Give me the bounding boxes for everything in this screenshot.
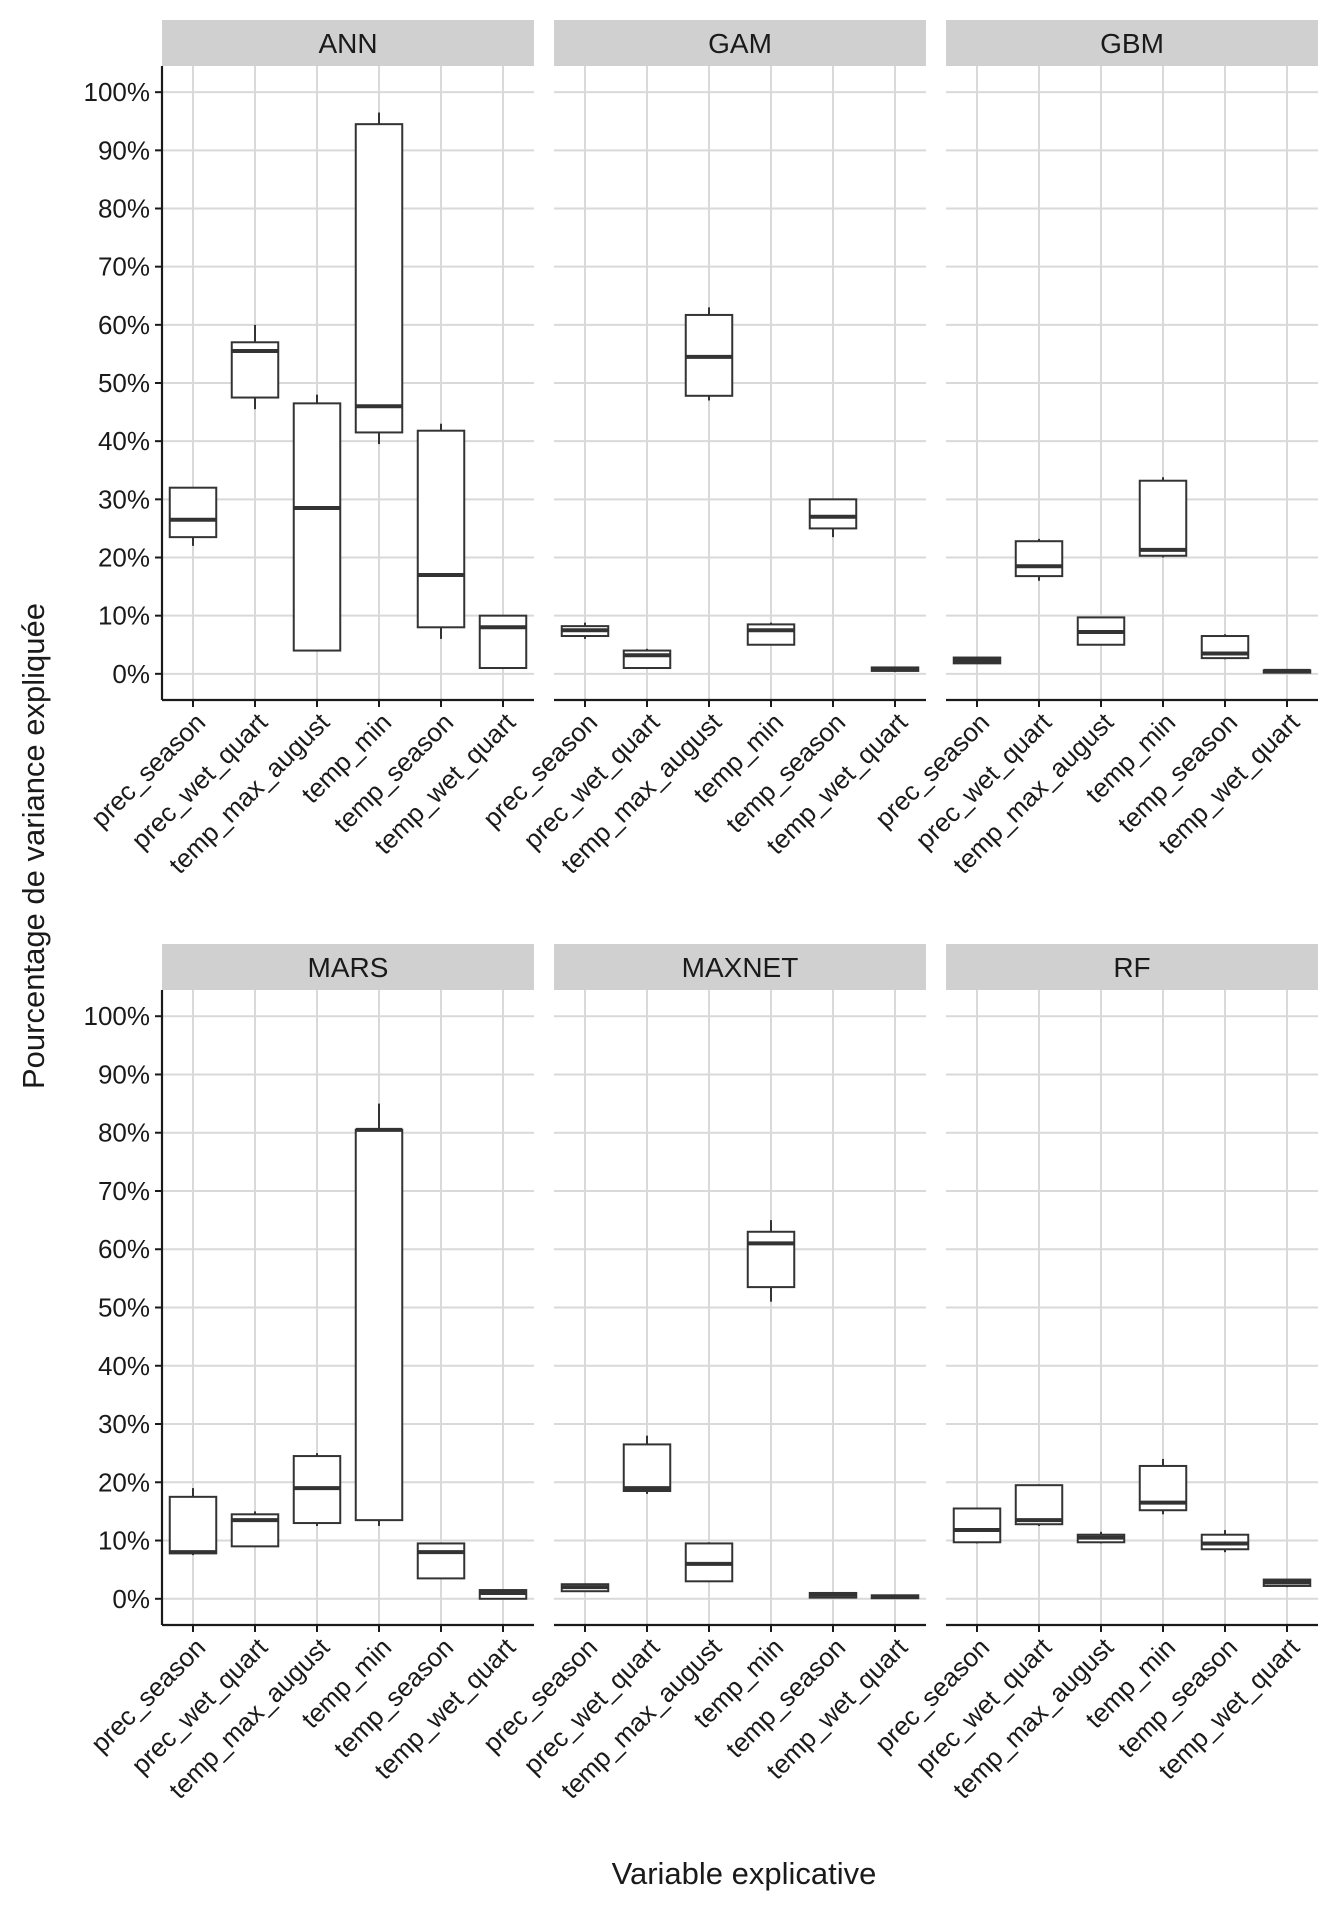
box-iqr xyxy=(622,649,672,670)
facet-strip xyxy=(946,944,1318,990)
facet-strip xyxy=(946,20,1318,66)
panels-layer: ANN0%10%20%30%40%50%60%70%80%90%100%prec… xyxy=(84,20,1318,1804)
box-temp-max-august xyxy=(684,307,734,401)
y-tick-label: 30% xyxy=(98,1409,150,1439)
y-tick-label: 80% xyxy=(98,1118,150,1148)
box-prec-season xyxy=(168,486,218,546)
box-prec-wet-quart xyxy=(1014,538,1064,581)
box-temp-season xyxy=(808,1591,858,1599)
y-tick-label: 10% xyxy=(98,601,150,631)
x-axis-title: Variable explicative xyxy=(612,1856,877,1891)
box-iqr xyxy=(168,486,218,539)
box-temp-max-august xyxy=(292,1453,342,1526)
box-temp-min xyxy=(1138,1458,1188,1515)
box-iqr xyxy=(416,429,466,629)
facet-strip xyxy=(554,20,926,66)
y-tick-label: 50% xyxy=(98,1293,150,1323)
box-temp-max-august xyxy=(292,394,342,652)
box-iqr xyxy=(622,1443,672,1493)
y-tick-label: 0% xyxy=(112,1584,150,1614)
box-prec-season xyxy=(560,622,610,639)
box-prec-season xyxy=(952,656,1002,665)
y-tick-label: 100% xyxy=(84,77,151,107)
box-iqr xyxy=(746,623,796,646)
box-temp-min xyxy=(1138,477,1188,558)
box-temp-wet-quart xyxy=(870,666,920,673)
y-axis-title: Pourcentage de variance expliquée xyxy=(16,603,51,1089)
y-tick-label: 90% xyxy=(98,135,150,165)
box-iqr xyxy=(354,123,404,434)
box-temp-season xyxy=(416,1542,466,1580)
box-iqr xyxy=(168,1495,218,1555)
box-iqr xyxy=(808,498,858,530)
facet-strip-label: RF xyxy=(1113,952,1150,983)
facet-strip xyxy=(554,944,926,990)
box-temp-season xyxy=(808,498,858,538)
facet-strip-label: ANN xyxy=(318,28,377,59)
box-prec-wet-quart xyxy=(622,1435,672,1494)
box-prec-wet-quart xyxy=(230,1511,280,1548)
y-tick-label: 90% xyxy=(98,1059,150,1089)
box-iqr xyxy=(1014,540,1064,578)
box-prec-wet-quart xyxy=(1014,1484,1064,1526)
box-prec-season xyxy=(560,1583,610,1593)
box-prec-season xyxy=(952,1507,1002,1544)
y-tick-label: 20% xyxy=(98,542,150,572)
y-tick-label: 70% xyxy=(98,1176,150,1206)
box-prec-wet-quart xyxy=(230,324,280,410)
panel-rf: RFprec_seasonprec_wet_quarttemp_max_augu… xyxy=(869,944,1318,1804)
y-tick-label: 10% xyxy=(98,1526,150,1556)
box-temp-season xyxy=(1200,1530,1250,1553)
y-tick-label: 80% xyxy=(98,194,150,224)
y-tick-label: 20% xyxy=(98,1467,150,1497)
y-tick-label: 70% xyxy=(98,252,150,282)
y-tick-label: 40% xyxy=(98,1351,150,1381)
box-temp-min xyxy=(354,112,404,445)
facet-strip xyxy=(162,20,534,66)
box-iqr xyxy=(416,1542,466,1580)
y-tick-label: 50% xyxy=(98,368,150,398)
box-iqr xyxy=(1014,1484,1064,1526)
facet-strip xyxy=(162,944,534,990)
box-temp-wet-quart xyxy=(870,1594,920,1600)
box-temp-wet-quart xyxy=(1262,668,1312,674)
box-prec-season xyxy=(168,1488,218,1556)
y-tick-label: 40% xyxy=(98,426,150,456)
box-iqr xyxy=(952,1507,1002,1544)
box-temp-min xyxy=(746,622,796,646)
box-temp-wet-quart xyxy=(478,614,528,670)
box-iqr xyxy=(354,1128,404,1522)
box-temp-min xyxy=(746,1220,796,1302)
box-iqr xyxy=(478,614,528,670)
box-temp-min xyxy=(354,1103,404,1526)
box-temp-wet-quart xyxy=(478,1589,528,1600)
y-tick-label: 60% xyxy=(98,310,150,340)
box-temp-season xyxy=(1200,634,1250,660)
facet-strip-label: GAM xyxy=(708,28,772,59)
box-temp-season xyxy=(416,423,466,639)
y-tick-label: 100% xyxy=(84,1001,151,1031)
box-temp-max-august xyxy=(1076,616,1126,646)
box-iqr xyxy=(292,402,342,652)
box-iqr xyxy=(1138,479,1188,557)
y-tick-label: 0% xyxy=(112,659,150,689)
box-iqr xyxy=(746,1230,796,1289)
y-tick-label: 30% xyxy=(98,484,150,514)
box-prec-wet-quart xyxy=(622,648,672,670)
box-temp-wet-quart xyxy=(1262,1578,1312,1588)
facet-strip-label: MAXNET xyxy=(682,952,799,983)
facet-strip-label: GBM xyxy=(1100,28,1164,59)
facet-strip-label: MARS xyxy=(308,952,389,983)
box-temp-max-august xyxy=(684,1542,734,1583)
box-temp-max-august xyxy=(1076,1531,1126,1544)
y-tick-label: 60% xyxy=(98,1234,150,1264)
